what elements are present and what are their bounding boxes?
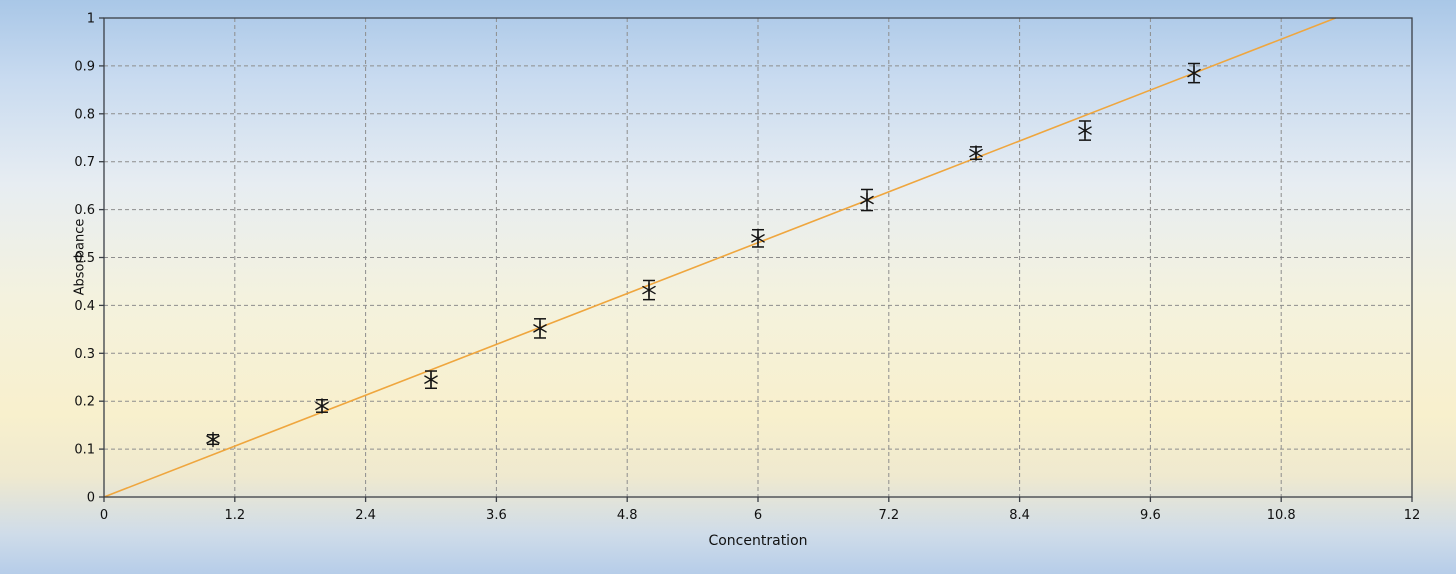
x-tick-label: 9.6 xyxy=(1140,508,1161,523)
data-point-marker xyxy=(1078,126,1092,135)
x-tick-label: 2.4 xyxy=(355,508,376,523)
data-point-marker xyxy=(751,234,765,243)
x-tick-label: 8.4 xyxy=(1009,508,1030,523)
data-point-marker xyxy=(969,148,983,158)
y-tick-label: 0.2 xyxy=(74,395,95,410)
x-axis-label: Concentration xyxy=(708,533,808,549)
y-tick-label: 0.4 xyxy=(74,299,95,314)
y-tick-label: 1 xyxy=(87,12,95,27)
data-point-marker xyxy=(315,401,329,411)
data-point-marker xyxy=(533,324,547,333)
y-tick-label: 0.1 xyxy=(74,443,95,458)
data-point-marker xyxy=(424,375,438,384)
y-tick-label: 0.3 xyxy=(74,347,95,362)
y-tick-label: 0.8 xyxy=(74,107,95,122)
x-tick-label: 1.2 xyxy=(224,508,245,523)
data-point-marker xyxy=(206,435,220,444)
y-axis-label: Absorbance xyxy=(72,218,88,296)
y-tick-label: 0.6 xyxy=(74,203,95,218)
y-tick-label: 0.7 xyxy=(74,155,95,170)
x-tick-label: 12 xyxy=(1404,508,1421,523)
x-tick-label: 4.8 xyxy=(617,508,638,523)
x-tick-label: 3.6 xyxy=(486,508,507,523)
data-point-marker xyxy=(642,285,656,295)
data-point-marker xyxy=(860,195,874,205)
data-point-marker xyxy=(1187,68,1201,78)
x-tick-label: 6 xyxy=(754,508,762,523)
y-tick-label: 0.5 xyxy=(74,251,95,266)
x-tick-label: 0 xyxy=(100,508,108,523)
x-tick-label: 10.8 xyxy=(1267,508,1296,523)
x-tick-label: 7.2 xyxy=(878,508,899,523)
y-tick-label: 0.9 xyxy=(74,59,95,74)
fit-line xyxy=(103,17,1336,498)
y-tick-label: 0 xyxy=(87,491,95,506)
